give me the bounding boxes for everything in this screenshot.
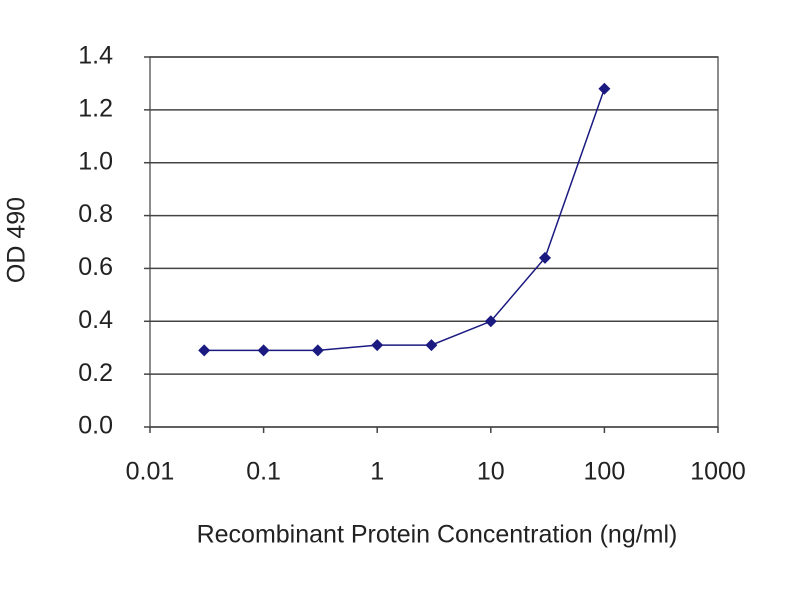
data-point [257,344,270,357]
plot-area [149,56,719,428]
data-point [484,315,497,328]
x-tick-label: 10 [477,458,505,486]
x-tick-label: 0.01 [126,458,175,486]
x-tick-label: 1000 [690,458,746,486]
x-tick-label: 1 [370,458,384,486]
y-tick-label: 1.2 [78,94,113,122]
y-axis-label: OD 490 [3,197,31,283]
y-tick-label: 0.2 [78,359,113,387]
x-tick-label: 100 [584,458,626,486]
y-tick-label: 0.8 [78,200,113,228]
data-point [598,82,611,95]
series-line [204,88,606,352]
y-tick-label: 0.0 [78,412,113,440]
y-tick-label: 0.6 [78,253,113,281]
x-tick-label: 0.1 [246,458,281,486]
data-point [198,344,211,357]
data-point [425,339,438,352]
y-tick-label: 1.4 [78,42,113,70]
y-tick-label: 0.4 [78,306,113,334]
data-point [539,251,552,264]
data-point [311,344,324,357]
y-tick-label: 1.0 [78,147,113,175]
x-axis-label: Recombinant Protein Concentration (ng/ml… [197,521,678,549]
data-point [371,339,384,352]
